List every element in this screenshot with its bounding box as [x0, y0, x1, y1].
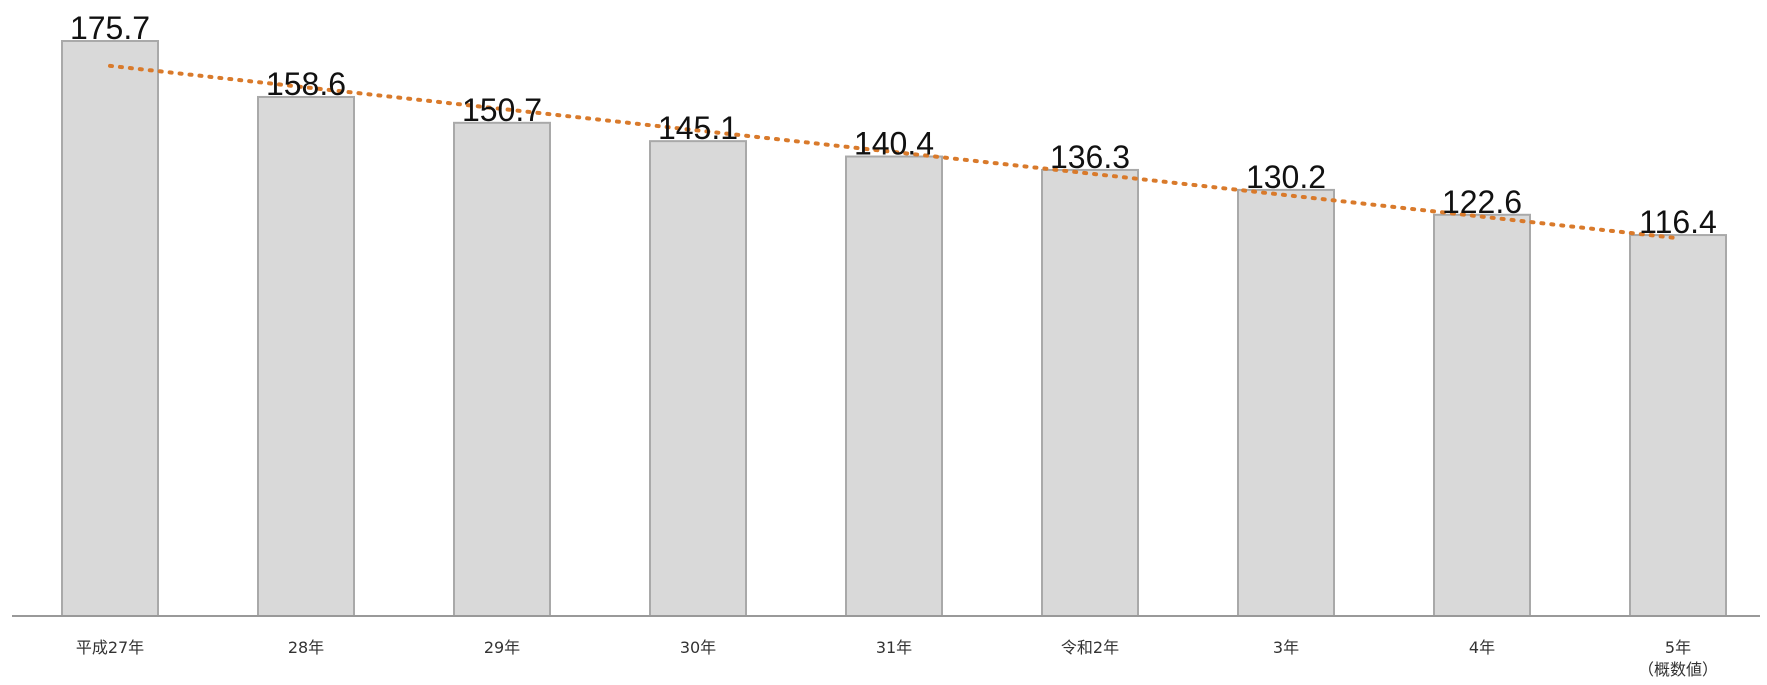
x-tick-sublabel-9: （概数値） — [1638, 660, 1718, 679]
data-label-4: 145.1 — [658, 110, 738, 146]
bar-8 — [1433, 213, 1531, 617]
x-tick-label-7: 3年 — [1273, 638, 1299, 657]
x-tick-label-9: 5年 — [1665, 638, 1691, 657]
data-label-6: 136.3 — [1050, 139, 1130, 175]
data-label-3: 150.7 — [462, 92, 542, 128]
bar-1 — [61, 40, 159, 617]
trendline — [108, 63, 1680, 241]
bar-7 — [1237, 188, 1335, 617]
x-tick-label-4: 30年 — [680, 638, 716, 657]
data-label-2: 158.6 — [266, 66, 346, 102]
x-tick-label-1: 平成27年 — [76, 638, 144, 657]
bar-5 — [845, 155, 943, 617]
x-tick-label-3: 29年 — [484, 638, 520, 657]
bar-6 — [1041, 168, 1139, 617]
labels-layer: 175.7 158.6 150.7 145.1 140.4 136.3 130.2 122.6… — [70, 10, 1717, 240]
data-label-8: 122.6 — [1442, 184, 1522, 220]
data-label-9: 116.4 — [1639, 204, 1717, 240]
x-tick-label-6: 令和2年 — [1061, 638, 1119, 657]
data-label-1: 175.7 — [70, 10, 150, 46]
bar-9 — [1629, 234, 1727, 617]
x-tick-labels: 平成27年 28年 29年 30年 31年 令和2年 3年 4年 5年 （概数値） — [76, 638, 1718, 679]
x-tick-label-5: 31年 — [876, 638, 912, 657]
x-tick-label-8: 4年 — [1469, 638, 1495, 657]
bar-3 — [453, 121, 551, 618]
bars-layer — [61, 40, 1727, 618]
x-tick-label-2: 28年 — [288, 638, 324, 657]
data-label-7: 130.2 — [1246, 159, 1326, 195]
trendline-layer — [108, 63, 1680, 241]
bar-4 — [649, 140, 747, 618]
bar-2 — [257, 95, 355, 618]
data-label-5: 140.4 — [854, 126, 934, 162]
